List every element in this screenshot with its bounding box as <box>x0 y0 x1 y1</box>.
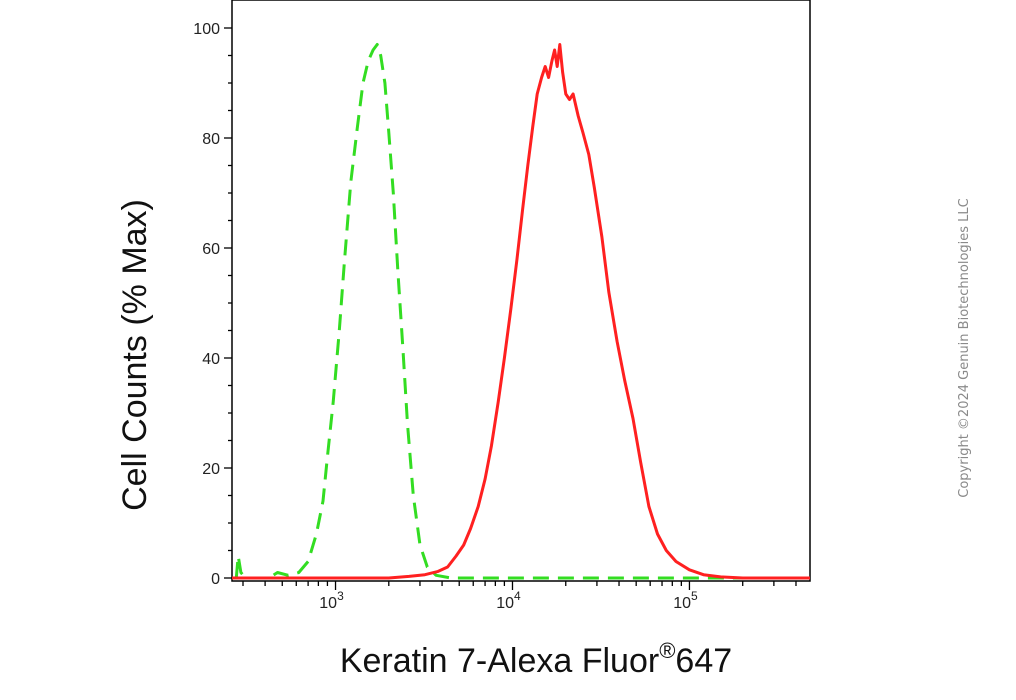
x-tick-exponent: 4 <box>514 589 521 603</box>
y-tick-label: 80 <box>202 131 220 148</box>
x-axis-title: Keratin 7-Alexa Fluor®647 <box>340 638 732 680</box>
x-tick-label: 104 <box>496 589 521 612</box>
x-axis-ticks: 103 104 105 <box>242 581 797 612</box>
y-tick-label: 40 <box>202 351 220 368</box>
copyright-text: Copyright ©2024 Genuin Biotechnologies L… <box>957 198 972 497</box>
series-layer <box>232 43 810 580</box>
y-tick-label: 20 <box>202 461 220 478</box>
y-axis-title: Cell Counts (% Max) <box>116 199 154 511</box>
sample-histogram-line <box>232 43 810 580</box>
y-tick-label: 0 <box>211 571 220 588</box>
x-tick-exponent: 5 <box>691 589 698 603</box>
x-axis-title-main: Keratin 7-Alexa Fluor <box>340 642 659 680</box>
x-tick-exponent: 3 <box>337 589 344 603</box>
registered-mark: ® <box>659 638 675 663</box>
x-tick-base: 10 <box>673 595 691 612</box>
y-axis-ticks: 0 20 40 60 80 100 <box>193 21 232 588</box>
y-tick-label: 60 <box>202 241 220 258</box>
plot-area <box>231 0 811 582</box>
x-tick-label: 105 <box>673 589 698 612</box>
y-tick-label: 100 <box>193 21 220 38</box>
x-tick-base: 10 <box>496 595 514 612</box>
x-axis-title-suffix: 647 <box>675 642 732 680</box>
x-tick-base: 10 <box>319 595 337 612</box>
control-histogram-line <box>234 43 810 580</box>
x-tick-label: 103 <box>319 589 344 612</box>
